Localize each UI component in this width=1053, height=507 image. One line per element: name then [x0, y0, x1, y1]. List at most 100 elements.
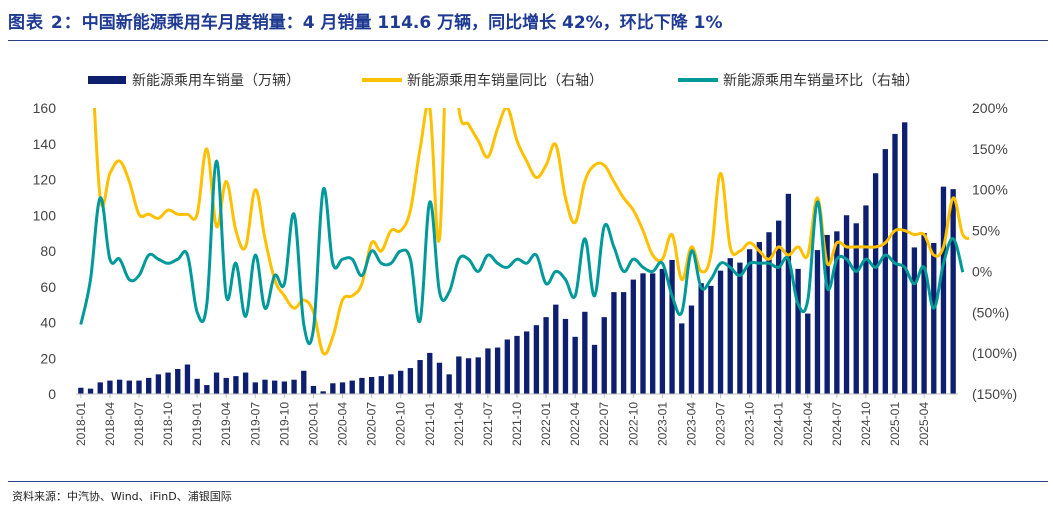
bar: [746, 249, 753, 394]
bar: [911, 247, 918, 394]
bar: [116, 379, 123, 394]
bar: [78, 387, 84, 394]
top-divider: [8, 40, 1048, 41]
legend-yoy-label: 新能源乘用车销量同比（右轴）: [407, 72, 603, 89]
bar: [650, 273, 656, 394]
x-tick-label: 2020-10: [394, 402, 408, 446]
x-tick-label: 2023-04: [685, 402, 699, 446]
bar: [359, 377, 365, 394]
x-tick-label: 2025-04: [917, 402, 931, 446]
bar: [950, 189, 956, 394]
bar: [194, 378, 200, 394]
y-left-tick-label: 140: [33, 136, 57, 152]
bar: [688, 305, 695, 394]
bar: [727, 258, 733, 394]
bar: [281, 381, 288, 394]
bar: [494, 347, 501, 394]
legend-bar-label: 新能源乘用车销量（万辆）: [132, 72, 300, 89]
bottom-divider: [8, 481, 1048, 482]
bar: [349, 380, 355, 394]
bar: [504, 339, 510, 394]
y-axis-left: 0 20 40 60 80 100 120 140 160: [33, 100, 57, 402]
bar-series: [78, 122, 956, 395]
x-tick-label: 2018-10: [161, 402, 175, 446]
bar: [155, 374, 162, 394]
bar: [921, 233, 927, 394]
bar: [601, 317, 607, 394]
x-tick-label: 2019-07: [248, 402, 262, 446]
x-tick-label: 2020-04: [336, 402, 350, 446]
y-right-tick-label: (100%): [972, 345, 1017, 361]
y-axis-right: (150%) (100%) (50%) 0% 50% 100% 150% 200%: [972, 100, 1017, 402]
bar: [262, 379, 268, 394]
bar: [242, 372, 249, 394]
bar: [233, 376, 239, 394]
x-tick-label: 2024-10: [859, 402, 873, 446]
y-left-tick-label: 20: [40, 350, 56, 366]
chart-title: 图表 2：中国新能源乘用车月度销量：4 月销量 114.6 万辆，同比增长 42…: [8, 8, 723, 33]
bar: [446, 374, 452, 394]
bar: [940, 186, 947, 394]
bar: [553, 304, 559, 394]
bar: [223, 377, 229, 394]
bar: [407, 368, 414, 394]
bar: [146, 377, 152, 394]
bar: [514, 335, 520, 394]
bar: [834, 231, 840, 394]
x-tick-label: 2021-07: [481, 402, 495, 446]
x-tick-label: 2022-01: [539, 402, 553, 446]
bar: [107, 380, 113, 394]
x-tick-label: 2019-01: [190, 402, 204, 446]
bar: [669, 259, 675, 394]
bar: [572, 336, 578, 394]
x-tick-label: 2022-04: [568, 402, 582, 446]
y-left-tick-label: 0: [48, 386, 56, 402]
bar: [339, 382, 346, 394]
x-tick-label: 2023-01: [655, 402, 669, 446]
bar: [475, 357, 481, 394]
y-right-tick-label: (150%): [972, 386, 1017, 402]
bar: [805, 313, 811, 394]
y-right-tick-label: 150%: [972, 141, 1008, 157]
x-tick-label: 2023-07: [714, 402, 728, 446]
x-tick-label: 2024-07: [830, 402, 844, 446]
bar: [204, 385, 210, 394]
y-right-tick-label: (50%): [972, 304, 1009, 320]
bar: [756, 242, 762, 394]
legend-mom-label: 新能源乘用车销量环比（右轴）: [723, 72, 919, 89]
yoy-line: [92, 108, 969, 356]
bar: [436, 362, 443, 394]
bar: [398, 370, 404, 394]
y-left-tick-label: 60: [40, 279, 56, 295]
x-tick-label: 2018-07: [132, 402, 146, 446]
legend: 新能源乘用车销量（万辆） 新能源乘用车销量同比（右轴） 新能源乘用车销量环比（右…: [88, 72, 919, 89]
x-tick-label: 2019-10: [277, 402, 291, 446]
bar: [698, 283, 704, 394]
bar: [620, 292, 627, 394]
y-right-tick-label: 50%: [972, 223, 1000, 239]
bar: [708, 285, 714, 394]
bar: [717, 270, 724, 394]
bar: [853, 223, 859, 394]
bar: [417, 360, 423, 394]
x-tick-label: 2023-10: [743, 402, 757, 446]
x-tick-label: 2024-01: [772, 402, 786, 446]
bar: [659, 268, 666, 394]
x-tick-label: 2018-01: [74, 402, 88, 446]
bar: [456, 356, 462, 394]
x-tick-label: 2022-10: [626, 402, 640, 446]
x-tick-label: 2021-04: [452, 402, 466, 446]
y-left-tick-label: 40: [40, 315, 56, 331]
bar: [611, 292, 617, 394]
bar: [126, 380, 132, 394]
bar: [175, 368, 181, 394]
bar: [87, 388, 94, 394]
x-tick-label: 2022-07: [597, 402, 611, 446]
bar: [272, 380, 278, 394]
bar: [136, 380, 142, 394]
bar: [902, 122, 908, 395]
bar: [301, 370, 307, 394]
bar: [630, 279, 636, 394]
bar: [485, 348, 491, 394]
figure-title-text: 中国新能源乘用车月度销量：4 月销量 114.6 万辆，同比增长 42%，环比下…: [81, 13, 723, 33]
